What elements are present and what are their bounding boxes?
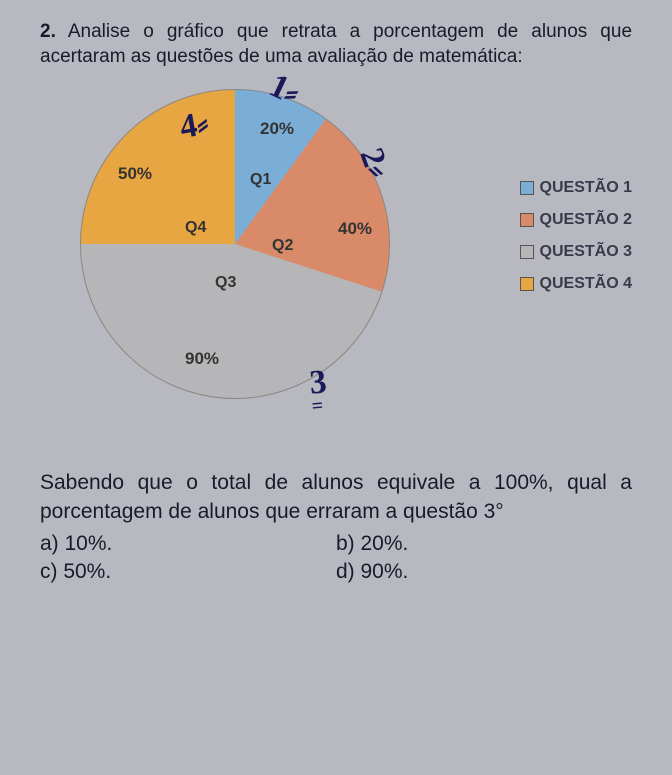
slice-pct-q4: 50% [118, 164, 152, 184]
legend-item: QUESTÃO 2 [520, 211, 632, 229]
option-c: c) 50%. [40, 560, 336, 584]
option-d: d) 90%. [336, 560, 632, 584]
legend-label: QUESTÃO 1 [540, 179, 632, 197]
legend-item: QUESTÃO 1 [520, 179, 632, 197]
prompt-text: Analise o gráfico que retrata a porcenta… [40, 21, 632, 67]
legend-swatch [520, 277, 534, 291]
option-b: b) 20%. [336, 532, 632, 556]
slice-id-q3: Q3 [215, 274, 236, 292]
slice-pct-q1: 20% [260, 119, 294, 139]
legend: QUESTÃO 1 QUESTÃO 2 QUESTÃO 3 QUESTÃO 4 [520, 179, 632, 307]
legend-label: QUESTÃO 4 [540, 275, 632, 293]
legend-label: QUESTÃO 2 [540, 211, 632, 229]
option-a: a) 10%. [40, 532, 336, 556]
legend-item: QUESTÃO 3 [520, 243, 632, 261]
question-number: 2. [40, 21, 56, 42]
options: a) 10%. b) 20%. c) 50%. d) 90%. [40, 532, 632, 584]
slice-id-q4: Q4 [185, 219, 206, 237]
handwriting-3: 3= [308, 364, 329, 411]
slice-id-q2: Q2 [272, 237, 293, 255]
legend-label: QUESTÃO 3 [540, 243, 632, 261]
legend-item: QUESTÃO 4 [520, 275, 632, 293]
pie-chart [80, 89, 390, 399]
legend-swatch [520, 181, 534, 195]
slice-id-q1: Q1 [250, 171, 271, 189]
legend-swatch [520, 245, 534, 259]
question-prompt: 2. Analise o gráfico que retrata a porce… [40, 20, 632, 69]
chart-area: 20% 40% 90% 50% Q1 Q2 Q3 Q4 1⸗ 2⸗ 3= 4⸗ … [40, 89, 632, 449]
question-text: Sabendo que o total de alunos equivale a… [40, 469, 632, 526]
slice-pct-q2: 40% [338, 219, 372, 239]
slice-pct-q3: 90% [185, 349, 219, 369]
legend-swatch [520, 213, 534, 227]
